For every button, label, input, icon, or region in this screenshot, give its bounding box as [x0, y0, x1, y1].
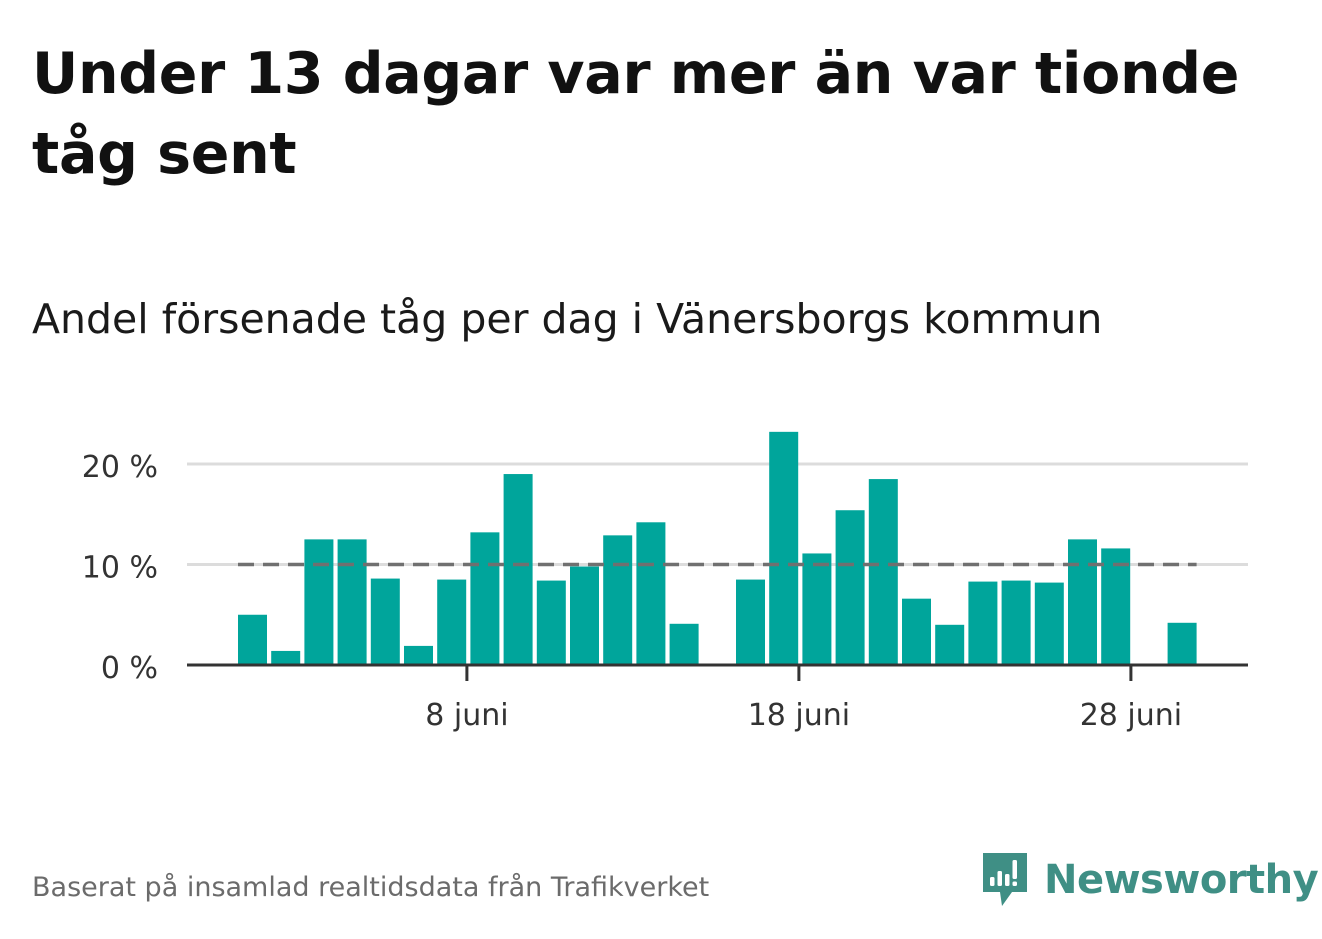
- bar: [769, 431, 799, 665]
- bar: [868, 479, 898, 665]
- y-axis-labels: 0 % 10 % 20 %: [82, 450, 158, 686]
- bar: [802, 553, 832, 665]
- x-tick-label: 28 juni: [1080, 698, 1182, 733]
- brand-name: Newsworthy: [1044, 857, 1319, 903]
- bar: [1068, 539, 1097, 665]
- x-axis-labels: 8 juni 18 juni 28 juni: [425, 698, 1182, 733]
- brand-logo-group[interactable]: Newsworthy: [980, 848, 1319, 912]
- bar: [304, 539, 334, 665]
- newsworthy-logo-icon: [983, 853, 1027, 906]
- bar: [603, 535, 633, 665]
- bar: [1034, 582, 1064, 665]
- bar: [935, 624, 965, 665]
- bar: [404, 645, 433, 665]
- bar: [636, 522, 666, 665]
- bar: [370, 578, 400, 665]
- x-tick-label: 18 juni: [748, 698, 850, 733]
- bar: [437, 579, 467, 665]
- bar: [536, 580, 566, 665]
- y-tick-label: 20 %: [82, 450, 158, 485]
- bar-series: [238, 431, 1197, 665]
- chart-title: Under 13 dagar var mer än var tionde tåg…: [32, 41, 1240, 187]
- bar: [1001, 580, 1031, 665]
- bar: [736, 579, 765, 665]
- bar: [238, 614, 267, 665]
- y-tick-label: 0 %: [101, 651, 158, 686]
- bar: [503, 474, 533, 665]
- x-axis: [187, 663, 1248, 681]
- bar: [902, 598, 931, 665]
- bar: [1167, 622, 1197, 665]
- source-note: Baserat på insamlad realtidsdata från Tr…: [32, 872, 710, 903]
- bar: [968, 581, 998, 665]
- x-tick-label: 8 juni: [425, 698, 508, 733]
- bar: [835, 510, 865, 665]
- bar: [570, 566, 599, 665]
- bar: [1101, 548, 1131, 665]
- chart-subtitle: Andel försenade tåg per dag i Vänersborg…: [32, 295, 1103, 343]
- y-tick-label: 10 %: [82, 551, 158, 586]
- bar: [337, 539, 367, 665]
- bar: [470, 532, 500, 665]
- bar: [271, 650, 301, 665]
- bar: [669, 623, 699, 665]
